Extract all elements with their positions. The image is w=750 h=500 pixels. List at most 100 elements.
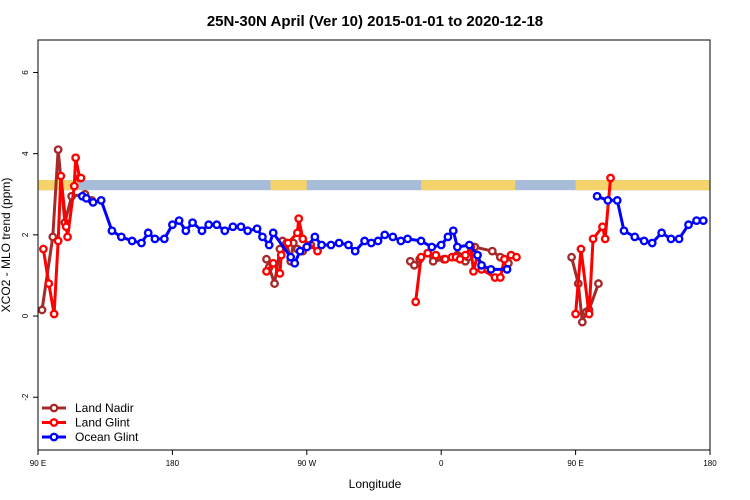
data-point bbox=[403, 234, 412, 244]
data-point bbox=[416, 252, 426, 262]
data-point bbox=[181, 226, 191, 236]
legend-marker bbox=[49, 432, 59, 442]
data-point bbox=[310, 232, 320, 242]
band-ocean bbox=[38, 180, 710, 191]
data-point bbox=[159, 234, 169, 244]
data-point bbox=[619, 226, 629, 236]
series-line bbox=[596, 194, 704, 245]
legend-item: Ocean Glint bbox=[42, 430, 139, 444]
data-point bbox=[436, 240, 446, 250]
data-point bbox=[423, 248, 433, 258]
data-point bbox=[350, 246, 360, 256]
data-point bbox=[313, 246, 322, 256]
data-point bbox=[53, 236, 63, 246]
chart-title: 25N-30N April (Ver 10) 2015-01-01 to 202… bbox=[207, 13, 543, 30]
data-point bbox=[48, 232, 58, 242]
y-tick-label: 2 bbox=[21, 232, 30, 237]
data-point bbox=[290, 258, 300, 268]
x-tick-label: 180 bbox=[703, 459, 717, 468]
data-point bbox=[486, 264, 496, 274]
data-point bbox=[512, 252, 521, 262]
series-layer bbox=[37, 145, 708, 327]
data-point bbox=[360, 236, 369, 246]
data-point bbox=[56, 171, 66, 181]
data-point bbox=[167, 220, 177, 230]
data-point bbox=[76, 173, 86, 183]
data-point bbox=[61, 222, 71, 232]
data-point bbox=[594, 279, 603, 288]
x-tick-label: 180 bbox=[166, 459, 180, 468]
legend-label: Land Glint bbox=[75, 416, 130, 430]
data-point bbox=[606, 173, 615, 183]
y-tick-label: 6 bbox=[21, 70, 30, 75]
data-point bbox=[107, 226, 117, 236]
data-point bbox=[220, 226, 230, 236]
data-point bbox=[197, 226, 207, 236]
data-point bbox=[283, 238, 293, 248]
band-land-segment bbox=[421, 180, 516, 191]
data-point bbox=[576, 244, 586, 254]
legend-item: Land Nadir bbox=[42, 401, 134, 415]
data-point bbox=[258, 232, 267, 242]
data-point bbox=[344, 240, 353, 250]
y-tick-label: 4 bbox=[21, 151, 30, 156]
data-point bbox=[630, 232, 640, 242]
data-point bbox=[63, 232, 72, 242]
data-point bbox=[657, 228, 667, 238]
x-tick-label: 90 E bbox=[567, 459, 583, 468]
data-point bbox=[276, 250, 286, 260]
band-land-segment bbox=[575, 180, 710, 191]
data-point bbox=[275, 269, 285, 278]
plot-frame bbox=[37, 39, 711, 451]
data-point bbox=[53, 145, 63, 155]
data-point bbox=[298, 234, 308, 244]
data-point bbox=[411, 297, 421, 307]
legend-label: Ocean Glint bbox=[75, 430, 139, 444]
data-point bbox=[443, 232, 453, 242]
data-point bbox=[409, 260, 419, 270]
axes: 90 E 180 90 W 0 90 E 180 -2 0 2 4 6 bbox=[21, 70, 717, 468]
legend-label: Land Nadir bbox=[75, 401, 134, 415]
data-point bbox=[243, 226, 253, 236]
data-point bbox=[416, 236, 426, 246]
data-point bbox=[452, 242, 462, 252]
data-point bbox=[236, 222, 246, 232]
data-point bbox=[127, 236, 137, 246]
data-point bbox=[37, 305, 47, 315]
legend-item: Land Glint bbox=[42, 416, 130, 430]
band-land-segment bbox=[38, 180, 79, 191]
data-point bbox=[455, 254, 465, 264]
data-point bbox=[44, 279, 54, 288]
data-point bbox=[49, 309, 59, 319]
data-point bbox=[295, 246, 305, 256]
data-point bbox=[427, 242, 437, 252]
data-point bbox=[603, 195, 613, 205]
data-point bbox=[666, 234, 676, 244]
data-point bbox=[150, 234, 160, 244]
data-point bbox=[264, 240, 274, 250]
x-tick-label: 90 E bbox=[30, 459, 46, 468]
data-point bbox=[388, 232, 398, 242]
data-point bbox=[366, 238, 376, 248]
data-point bbox=[96, 195, 106, 205]
data-point bbox=[262, 266, 271, 276]
data-point bbox=[473, 250, 482, 260]
data-point bbox=[174, 216, 184, 226]
data-point bbox=[440, 254, 450, 264]
data-point bbox=[252, 224, 262, 234]
y-tick-label: 0 bbox=[21, 313, 30, 318]
legend-marker bbox=[49, 403, 59, 413]
data-point bbox=[268, 228, 278, 238]
data-point bbox=[465, 240, 474, 250]
data-point bbox=[588, 234, 598, 244]
data-point bbox=[268, 258, 278, 268]
x-axis-label: Longitude bbox=[349, 477, 402, 491]
data-point bbox=[38, 244, 48, 254]
data-point bbox=[612, 195, 622, 205]
data-point bbox=[469, 266, 478, 276]
data-point bbox=[204, 220, 214, 230]
data-point bbox=[228, 222, 238, 232]
data-point bbox=[326, 240, 336, 250]
series-land-glint bbox=[38, 153, 615, 319]
